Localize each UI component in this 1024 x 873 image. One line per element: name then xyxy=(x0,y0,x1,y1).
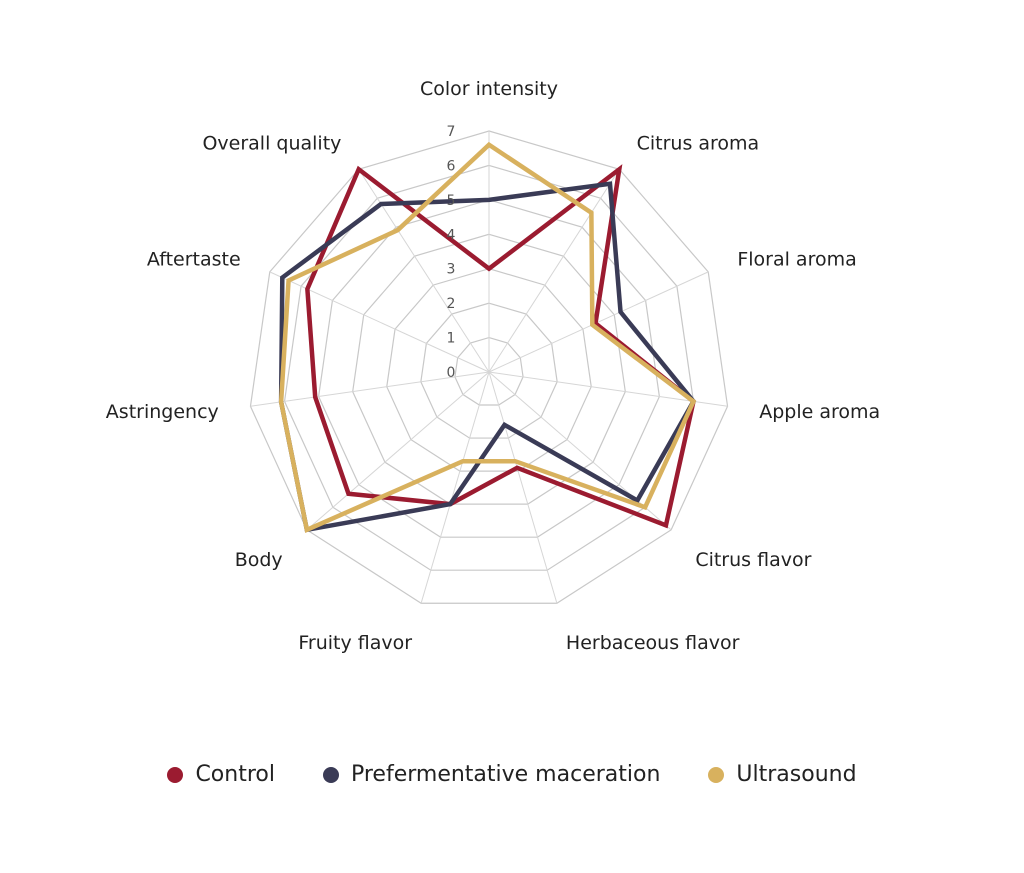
category-label: Apple aroma xyxy=(759,401,880,423)
legend: Control Prefermentative maceration Ultraso… xyxy=(0,762,1024,787)
series-line-0 xyxy=(307,169,693,525)
category-label: Citrus flavor xyxy=(695,549,811,571)
tick-label: 7 xyxy=(447,124,456,140)
legend-item: Prefermentative maceration xyxy=(323,762,660,787)
tick-label: 4 xyxy=(447,227,456,243)
tick-label: 3 xyxy=(447,262,456,278)
legend-item: Control xyxy=(167,762,275,787)
category-label: Astringency xyxy=(106,401,219,423)
grid-spoke xyxy=(489,169,619,372)
category-label: Fruity flavor xyxy=(298,632,412,654)
tick-label: 2 xyxy=(447,296,456,312)
legend-marker xyxy=(708,767,724,783)
grid-spoke xyxy=(270,272,489,372)
category-label: Body xyxy=(235,549,283,571)
category-label: Floral aroma xyxy=(737,249,856,271)
tick-label: 0 xyxy=(447,365,456,381)
legend-label: Prefermentative maceration xyxy=(351,762,660,787)
category-label: Herbaceous flavor xyxy=(566,632,740,654)
category-label: Aftertaste xyxy=(147,249,241,271)
category-label: Color intensity xyxy=(420,78,558,100)
legend-marker xyxy=(323,767,339,783)
tick-label: 6 xyxy=(447,158,456,174)
grid-spoke xyxy=(489,272,708,372)
legend-item: Ultrasound xyxy=(708,762,856,787)
legend-marker xyxy=(167,767,183,783)
category-label: Overall quality xyxy=(202,132,341,154)
tick-label: 1 xyxy=(447,331,456,347)
legend-label: Ultrasound xyxy=(736,762,856,787)
category-label: Citrus aroma xyxy=(637,132,760,154)
tick-label: 5 xyxy=(447,193,456,209)
legend-label: Control xyxy=(195,762,275,787)
grid-spoke xyxy=(489,372,557,603)
